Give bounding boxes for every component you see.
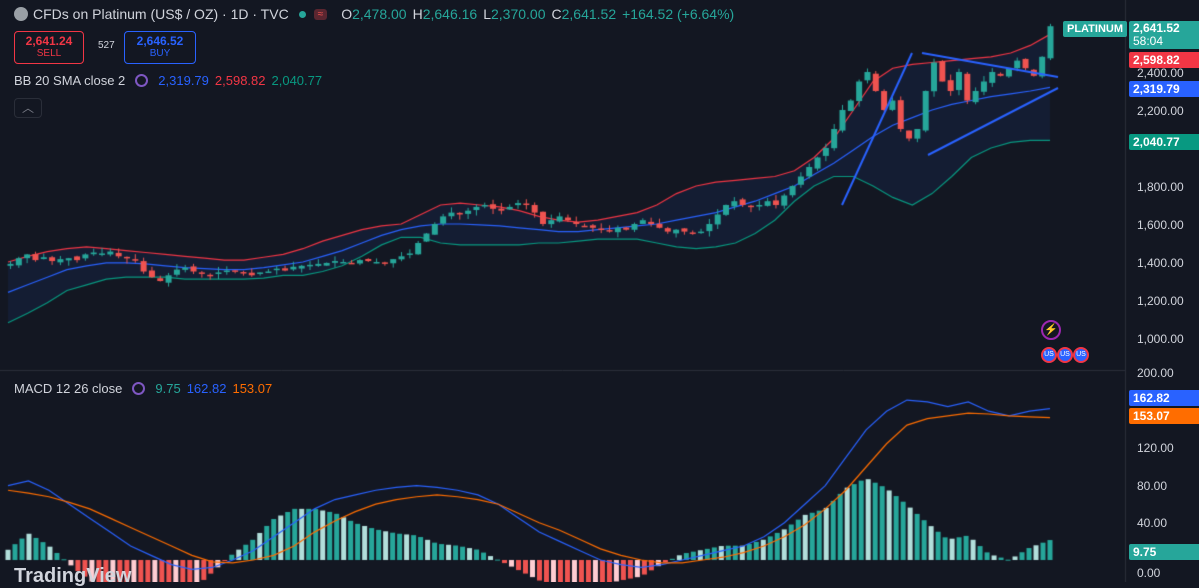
sell-price: 2,641.24 xyxy=(25,34,73,48)
macd-signal-label: 153.07 xyxy=(1129,408,1199,424)
bb-upper-value: 2,598.82 xyxy=(214,72,266,88)
us-flag-event-icon[interactable]: US xyxy=(1057,347,1073,363)
last-price-value: 2,641.52 xyxy=(1133,21,1180,35)
price-tick: 1,800.00 xyxy=(1137,180,1184,194)
close-label: C xyxy=(551,6,562,22)
flash-event-icon[interactable]: ⚡ xyxy=(1041,320,1061,340)
cfd-badge: ≈ xyxy=(313,8,328,20)
platinum-logo-icon xyxy=(14,7,28,21)
bb-lower-label: 2,040.77 xyxy=(1129,134,1199,150)
price-tick: 1,600.00 xyxy=(1137,218,1184,232)
macd-name: MACD 12 26 close xyxy=(14,380,123,396)
close-value: 2,641.52 xyxy=(561,6,617,22)
bb-upper-label: 2,598.82 xyxy=(1129,52,1199,68)
macd-tick: 40.00 xyxy=(1137,516,1168,530)
bb-name: BB 20 SMA close 2 xyxy=(14,72,126,88)
symbol-label: PLATINUM xyxy=(1063,21,1128,37)
bb-settings-icon[interactable] xyxy=(135,73,149,87)
macd-signal-value: 153.07 xyxy=(232,380,273,396)
macd-tick: 200.00 xyxy=(1137,366,1174,380)
macd-legend[interactable]: MACD 12 26 close 9.75 162.82 153.07 xyxy=(14,380,278,396)
countdown-value: 58:04 xyxy=(1133,34,1164,48)
macd-settings-icon[interactable] xyxy=(132,381,146,395)
price-tick: 1,200.00 xyxy=(1137,294,1184,308)
change-value: +164.52 (+6.64%) xyxy=(622,6,735,22)
macd-line-value: 162.82 xyxy=(186,380,227,396)
low-label: L xyxy=(483,6,491,22)
last-price-label: 2,641.52 58:04 xyxy=(1129,21,1199,49)
buy-label: BUY xyxy=(149,48,171,59)
macd-tick: 120.00 xyxy=(1137,441,1174,455)
low-value: 2,370.00 xyxy=(491,6,546,22)
high-value: 2,646.16 xyxy=(422,6,478,22)
spread-value: 527 xyxy=(98,40,115,51)
bb-legend[interactable]: BB 20 SMA close 2 2,319.79 2,598.82 2,04… xyxy=(14,72,328,88)
open-label: O xyxy=(341,6,353,22)
open-value: 2,478.00 xyxy=(352,6,407,22)
us-flag-event-icon[interactable]: US xyxy=(1073,347,1089,363)
symbol-header: CFDs on Platinum (US$ / OZ) · 1D · TVC ≈… xyxy=(14,5,734,23)
macd-tick: 0.00 xyxy=(1137,566,1161,580)
collapse-legend-icon[interactable]: ︿ xyxy=(14,98,42,118)
tradingview-logo: TradingView xyxy=(14,565,132,587)
macd-hist-label: 9.75 xyxy=(1129,544,1199,560)
price-tick: 2,200.00 xyxy=(1137,104,1184,118)
high-label: H xyxy=(412,6,423,22)
price-tick: 1,400.00 xyxy=(1137,256,1184,270)
sell-label: SELL xyxy=(36,48,62,59)
macd-hist-value: 9.75 xyxy=(155,380,181,396)
price-tick: 2,400.00 xyxy=(1137,66,1184,80)
macd-line-label: 162.82 xyxy=(1129,390,1199,406)
us-flag-event-icon[interactable]: US xyxy=(1041,347,1057,363)
market-status-icon xyxy=(298,10,306,18)
symbol-title[interactable]: CFDs on Platinum (US$ / OZ) · 1D · TVC xyxy=(33,6,289,22)
bb-basis-value: 2,319.79 xyxy=(158,72,209,88)
bb-basis-label: 2,319.79 xyxy=(1129,81,1199,97)
price-tick: 1,000.00 xyxy=(1137,332,1184,346)
sell-button[interactable]: 2,641.24 SELL xyxy=(14,31,84,64)
buy-button[interactable]: 2,646.52 BUY xyxy=(124,31,196,64)
bb-lower-value: 2,040.77 xyxy=(271,72,323,88)
macd-tick: 80.00 xyxy=(1137,479,1168,493)
buy-price: 2,646.52 xyxy=(136,34,184,48)
